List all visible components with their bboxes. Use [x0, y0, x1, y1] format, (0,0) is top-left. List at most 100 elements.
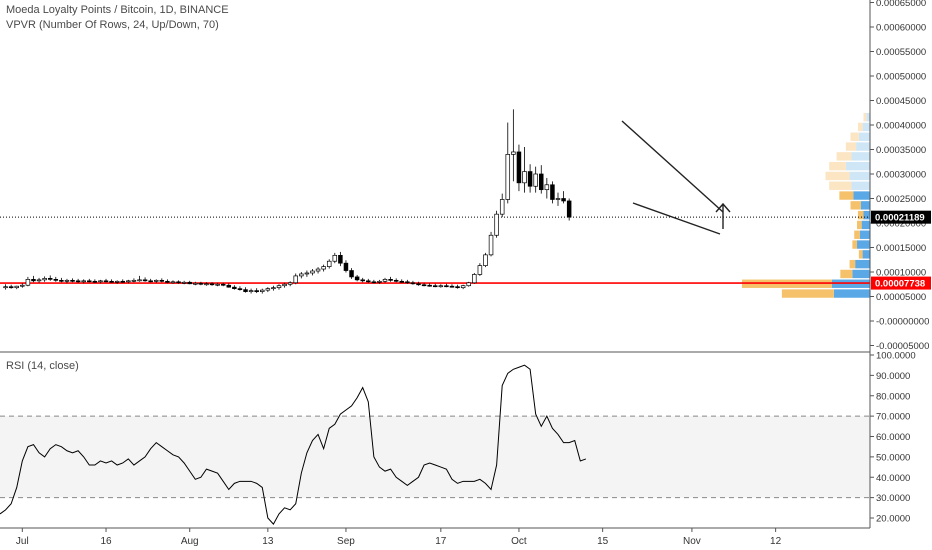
candle-body [293, 275, 298, 284]
candle-body [42, 278, 47, 281]
candle-body [137, 279, 142, 282]
support-group [0, 216, 870, 284]
candle-body [444, 285, 449, 288]
volume-profile-down-bar [845, 142, 857, 151]
candle-body [70, 279, 75, 282]
candle-body [287, 282, 293, 285]
candle-body [215, 283, 220, 286]
indicator-legend: VPVR (Number Of Rows, 24, Up/Down, 70) [6, 19, 219, 31]
candle-body [321, 266, 326, 270]
rsi-tick-label: 30.0000 [876, 493, 910, 504]
candle-body [410, 282, 416, 285]
rsi-band [0, 416, 870, 498]
wedge-lower-line [632, 202, 721, 235]
price-tick-label: -0.00005000 [876, 341, 929, 352]
volume-profile-down-bar [858, 250, 863, 259]
volume-profile-up-bar [866, 112, 870, 122]
time-tick-label: 15 [597, 536, 609, 547]
candle-body [505, 154, 511, 200]
rsi-tick-label: 40.0000 [876, 473, 910, 484]
candle-body [516, 151, 522, 184]
volume-profile-up-bar [857, 240, 870, 249]
candle-body [354, 276, 360, 281]
candle-body [8, 286, 14, 289]
candle-body [20, 284, 25, 287]
candle-body [232, 286, 237, 290]
candle-body [260, 289, 265, 292]
candle-body [399, 280, 405, 283]
time-tick-label: Sep [337, 536, 355, 547]
price-tick-label: 0.00060000 [876, 23, 926, 34]
candle-body [109, 280, 114, 283]
candle-body [382, 279, 388, 282]
candle-body [550, 184, 555, 200]
volume-profile-up-bar [861, 220, 870, 230]
candle-body [460, 285, 466, 289]
rsi-tick-label: 50.0000 [876, 452, 910, 463]
price-tick-label: 0.00065000 [876, 0, 926, 9]
volume-profile-down-bar [781, 289, 834, 298]
candle-body [193, 282, 198, 285]
candle-body [209, 283, 215, 286]
volume-profile-down-bar [829, 161, 846, 171]
volume-profile-up-bar [856, 142, 870, 151]
candle-body [566, 200, 572, 218]
candle-body [243, 289, 248, 292]
candle-body [187, 281, 192, 285]
candle-body [103, 280, 109, 283]
rsi-tick-label: 80.0000 [876, 391, 910, 402]
candle-body [81, 280, 86, 283]
volume-profile-down-bar [849, 259, 856, 269]
candle-body [198, 282, 204, 285]
candle-body [343, 262, 349, 271]
candle-body [47, 278, 53, 280]
volume-profile-up-bar [833, 289, 870, 298]
candle-body [276, 285, 282, 289]
volume-profile-down-bar [852, 240, 858, 249]
time-tick-label: Oct [511, 536, 527, 547]
candle-body [377, 280, 382, 283]
candle-body [432, 285, 438, 288]
volume-profile-up-bar [860, 201, 870, 210]
breakout-arrow-head [715, 202, 731, 213]
candle-body [265, 288, 271, 291]
price-tick-label: -0.00000000 [876, 317, 929, 328]
candle-body [416, 283, 421, 286]
candle-body [98, 280, 103, 283]
candle-body [393, 279, 399, 282]
candle-body [511, 151, 516, 155]
rsi-legend: RSI (14, close) [6, 360, 79, 372]
volume-profile-up-bar [852, 269, 870, 279]
candle-body [421, 284, 427, 287]
time-tick-label: Jul [16, 536, 29, 547]
volume-profile-up-bar [862, 250, 870, 259]
volume-profile-up-bar [863, 210, 870, 220]
volume-profile-down-bar [857, 220, 862, 230]
candle-body [271, 287, 276, 290]
price-tag-label: 0.00007738 [875, 279, 925, 290]
price-tag-box [871, 210, 931, 224]
chart-title: Moeda Loyalty Points / Bitcoin, 1D, BINA… [6, 4, 229, 16]
candle-body [176, 281, 181, 284]
candle-body [561, 198, 566, 202]
price-tick-label: 0.00055000 [876, 47, 926, 58]
candle-body [332, 254, 338, 262]
candle-body [220, 283, 226, 286]
candle-body [165, 280, 170, 283]
candle-body [304, 272, 310, 275]
candle-body [315, 268, 321, 272]
volume-profile-up-bar [853, 191, 870, 200]
candle-body [527, 171, 533, 187]
candle-body [14, 285, 19, 289]
price-tag-label: 0.00021189 [875, 213, 925, 224]
candle-body [170, 281, 176, 284]
time-tick-label: Nov [683, 536, 701, 547]
candle-body [87, 280, 92, 283]
candle-body [237, 288, 243, 291]
candle-body [388, 279, 393, 281]
candle-body [539, 173, 544, 191]
candle-body [36, 279, 42, 282]
volume-profile-down-bar [850, 132, 859, 141]
volume-profile-up-bar [855, 259, 870, 269]
